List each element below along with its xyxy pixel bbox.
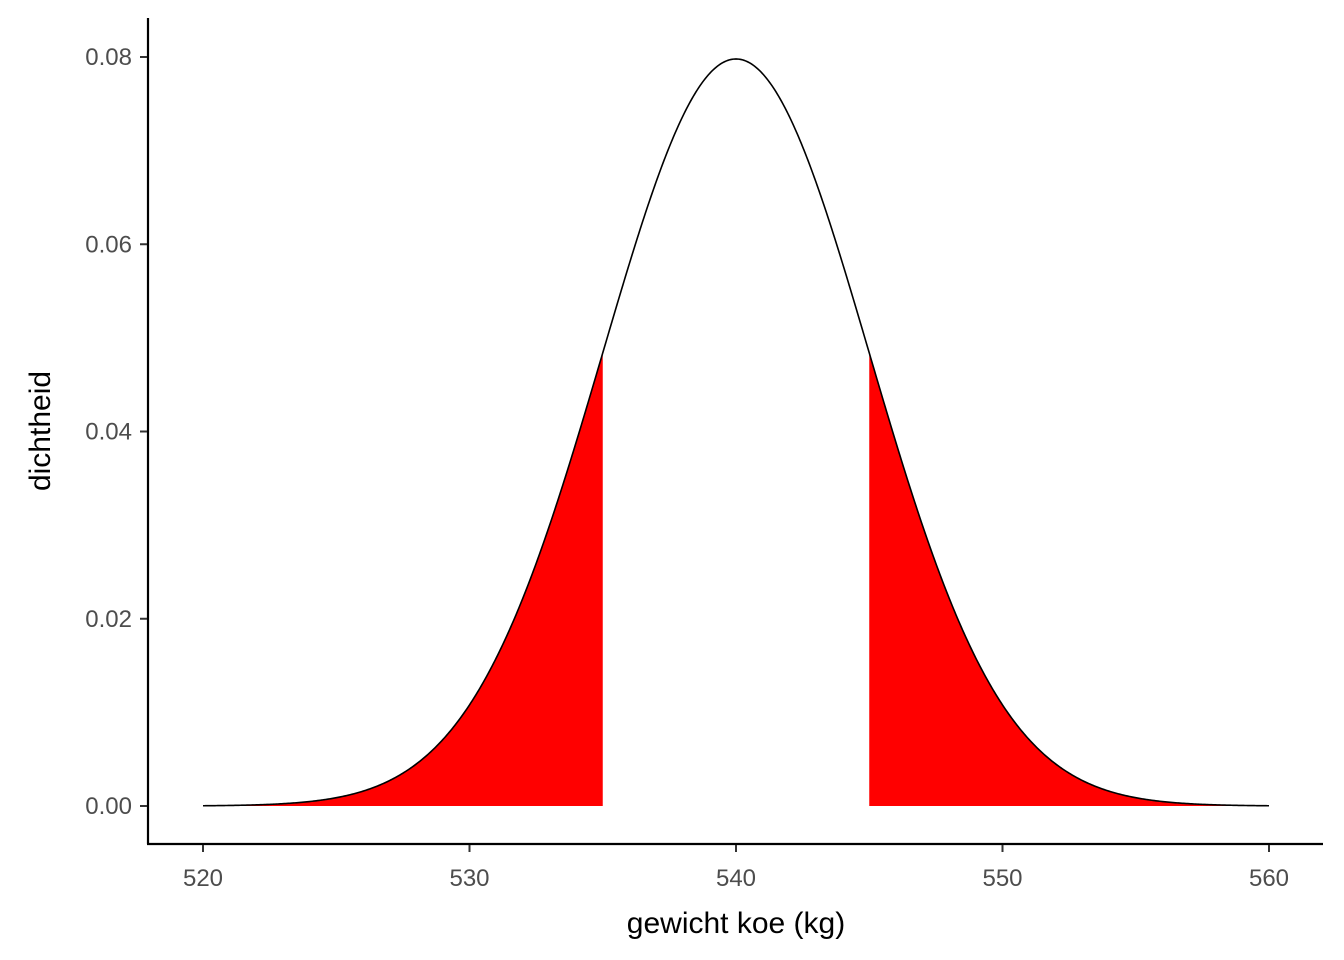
y-axis-title: dichtheid: [24, 371, 57, 491]
x-tick-label: 530: [449, 865, 489, 892]
y-tick-label: 0.08: [85, 44, 132, 71]
shaded-region-right: [869, 352, 1232, 806]
x-axis-title: gewicht koe (kg): [627, 907, 845, 940]
x-axis-ticks: 520 530 540 550 560: [183, 845, 1289, 892]
x-tick-label: 540: [716, 865, 756, 892]
y-tick-label: 0.06: [85, 231, 132, 258]
x-tick-label: 520: [183, 865, 223, 892]
x-tick-label: 560: [1249, 865, 1289, 892]
shaded-regions: [240, 352, 1232, 806]
y-tick-label: 0.04: [85, 419, 132, 446]
shaded-region-left: [240, 352, 603, 806]
x-tick-label: 550: [982, 865, 1022, 892]
y-tick-label: 0.00: [85, 793, 132, 820]
density-curve: [202, 58, 1270, 807]
y-tick-label: 0.02: [85, 606, 132, 633]
y-axis-ticks: 0.00 0.02 0.04 0.06 0.08: [85, 44, 147, 820]
